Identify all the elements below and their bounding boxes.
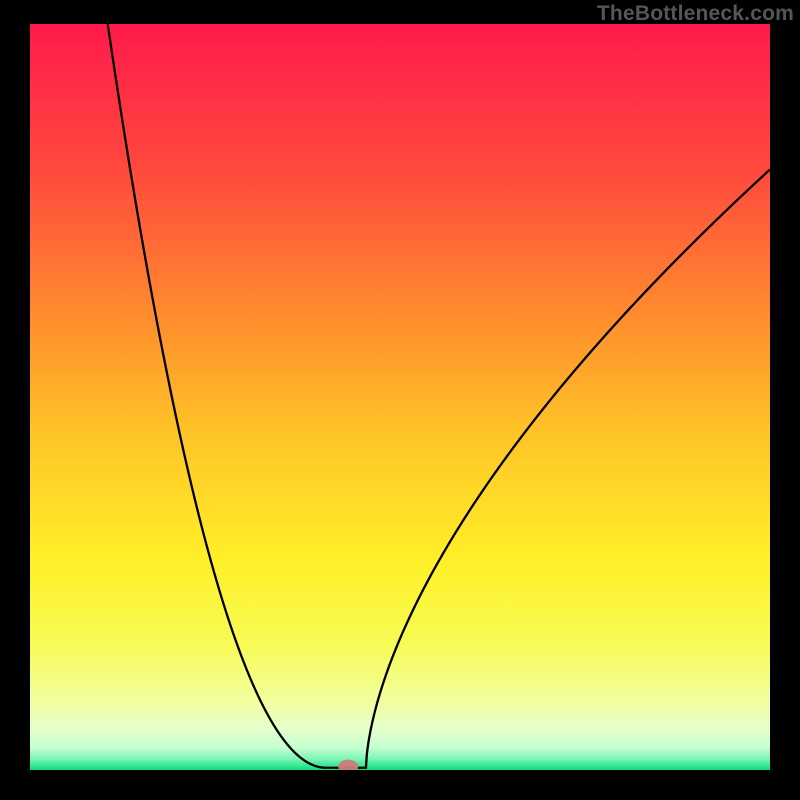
chart-svg <box>0 0 800 800</box>
watermark-text: TheBottleneck.com <box>597 2 794 26</box>
plot-background <box>30 24 770 770</box>
optimal-point-marker <box>338 760 358 774</box>
chart-frame: TheBottleneck.com <box>0 0 800 800</box>
